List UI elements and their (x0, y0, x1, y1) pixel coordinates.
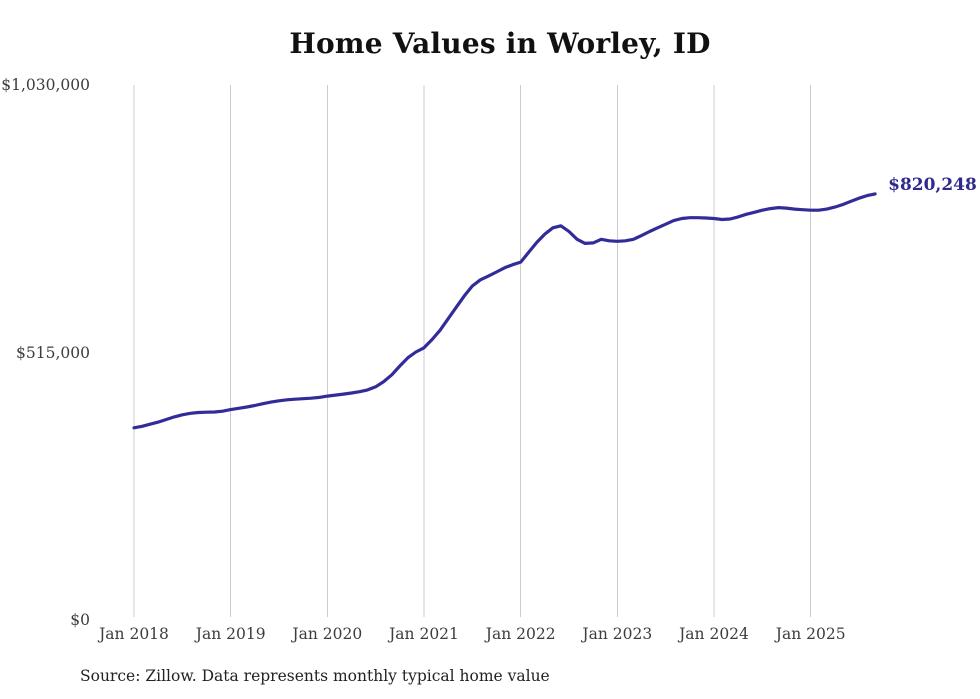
x-axis-tick-label: Jan 2022 (485, 625, 556, 643)
x-axis-tick-label: Jan 2021 (389, 625, 459, 643)
y-axis-tick-label: $515,000 (16, 343, 90, 362)
source-note: Source: Zillow. Data represents monthly … (80, 667, 550, 685)
chart-title: Home Values in Worley, ID (289, 27, 711, 60)
x-axis-tick-label: Jan 2024 (679, 625, 749, 643)
y-axis-tick-label: $0 (70, 611, 90, 629)
latest-value-label: $820,248 (888, 174, 977, 195)
x-axis-tick-label: Jan 2023 (582, 625, 653, 643)
x-axis-tick-label: Jan 2025 (775, 625, 846, 643)
x-axis-tick-label: Jan 2019 (195, 625, 266, 643)
x-axis-tick-label: Jan 2020 (292, 625, 363, 643)
y-axis-tick-label: $1,030,000 (1, 76, 90, 94)
x-axis-tick-label: Jan 2018 (99, 625, 169, 643)
home-value-line (132, 192, 877, 430)
